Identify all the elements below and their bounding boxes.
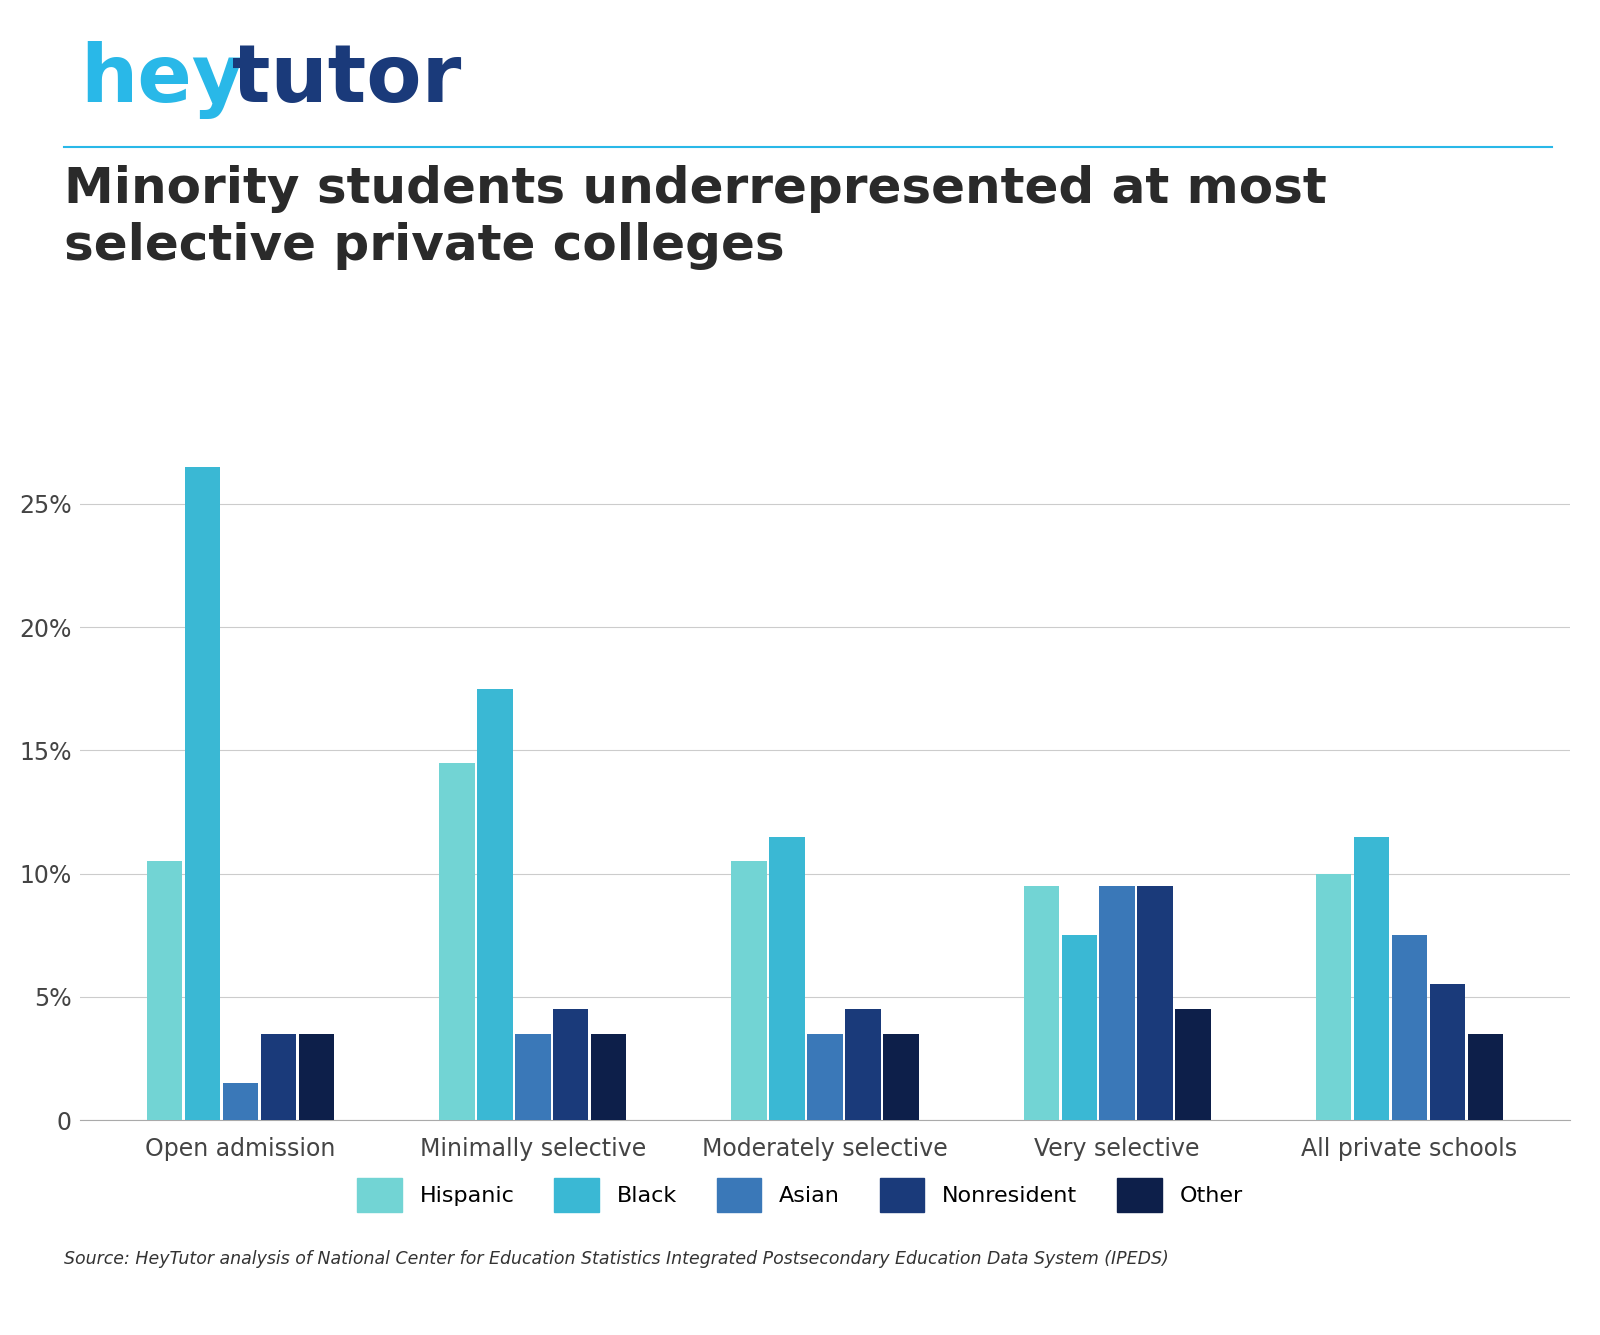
Bar	[261, 1033, 296, 1120]
Bar	[770, 837, 805, 1120]
Text: Minority students underrepresented at most
selective private colleges: Minority students underrepresented at mo…	[64, 166, 1326, 271]
Bar	[1354, 837, 1389, 1120]
Bar	[1099, 886, 1134, 1120]
Bar	[1138, 886, 1173, 1120]
Bar	[883, 1033, 918, 1120]
Bar	[1315, 873, 1350, 1120]
Bar	[147, 861, 182, 1120]
Bar	[299, 1033, 334, 1120]
Bar	[222, 1083, 258, 1120]
Text: tutor: tutor	[232, 41, 461, 119]
Bar	[477, 689, 512, 1120]
Text: Source: HeyTutor analysis of National Center for Education Statistics Integrated: Source: HeyTutor analysis of National Ce…	[64, 1250, 1168, 1268]
Text: hey: hey	[80, 41, 245, 119]
Bar	[731, 861, 766, 1120]
Bar	[1061, 936, 1098, 1120]
Bar	[1024, 886, 1059, 1120]
Bar	[845, 1009, 880, 1120]
Bar	[808, 1033, 843, 1120]
Legend: Hispanic, Black, Asian, Nonresident, Other: Hispanic, Black, Asian, Nonresident, Oth…	[349, 1169, 1251, 1222]
Bar	[554, 1009, 589, 1120]
Bar	[590, 1033, 627, 1120]
Bar	[186, 467, 221, 1120]
Bar	[1430, 984, 1466, 1120]
Bar	[515, 1033, 550, 1120]
Bar	[1392, 936, 1427, 1120]
Bar	[1176, 1009, 1211, 1120]
Bar	[1467, 1033, 1502, 1120]
Bar	[440, 762, 475, 1120]
